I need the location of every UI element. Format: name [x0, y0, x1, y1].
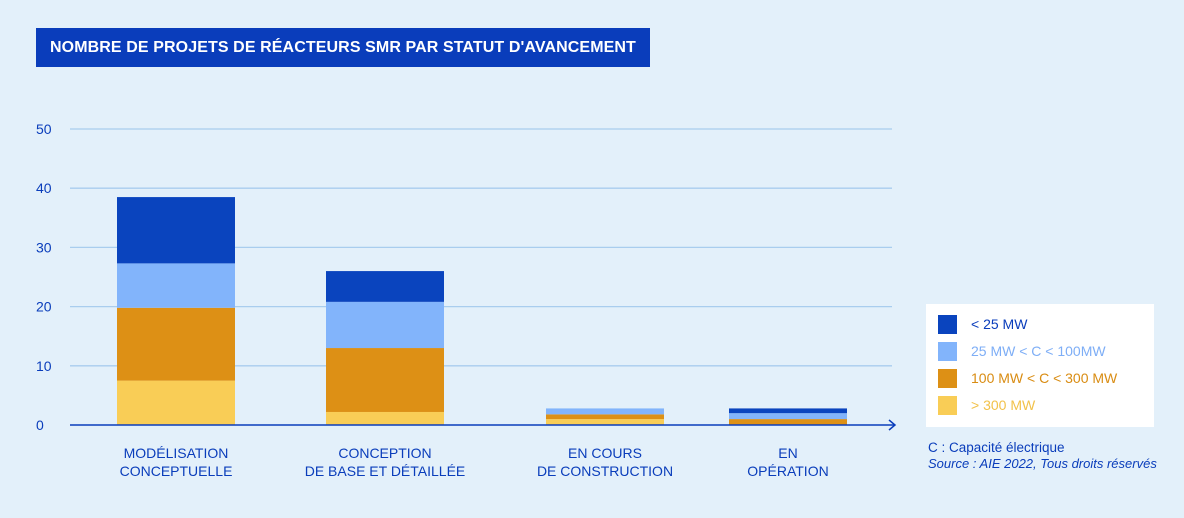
legend-item-25-100mw: 25 MW < C < 100MW	[938, 341, 1106, 361]
legend-label: < 25 MW	[971, 316, 1028, 332]
y-tick-label: 30	[36, 239, 52, 255]
x-category-label: DE CONSTRUCTION	[537, 463, 673, 479]
bar-segment	[117, 307, 235, 381]
y-tick-label: 10	[36, 358, 52, 374]
x-category-label: EN	[778, 445, 797, 461]
legend-swatch	[938, 314, 957, 334]
y-tick-label: 20	[36, 299, 52, 315]
legend-item-100-300mw: 100 MW < C < 300 MW	[938, 368, 1117, 388]
legend-swatch	[938, 341, 957, 361]
legend-swatch	[938, 395, 957, 415]
bar-segment	[326, 411, 444, 425]
bar-segment	[326, 348, 444, 412]
chart-title-banner: NOMBRE DE PROJETS DE RÉACTEURS SMR PAR S…	[36, 28, 650, 67]
x-axis-arrow	[888, 419, 897, 431]
legend-item-under-25mw: < 25 MW	[938, 314, 1027, 334]
bar-segment	[729, 419, 847, 425]
chart-title: NOMBRE DE PROJETS DE RÉACTEURS SMR PAR S…	[50, 39, 636, 56]
y-tick-label: 40	[36, 180, 52, 196]
bar-segment	[546, 408, 664, 415]
bar-segment	[729, 413, 847, 420]
x-category-label: CONCEPTION	[338, 445, 431, 461]
legend-label: > 300 MW	[971, 397, 1036, 413]
legend-label: 100 MW < C < 300 MW	[971, 370, 1118, 386]
x-category-label: CONCEPTUELLE	[120, 463, 233, 479]
bar-segment	[326, 271, 444, 302]
legend-swatch	[938, 368, 957, 388]
x-category-label: OPÉRATION	[747, 463, 828, 479]
bar-segment	[326, 301, 444, 349]
x-category-label: MODÉLISATION	[124, 445, 229, 461]
bar-segment	[546, 419, 664, 425]
x-category-label: EN COURS	[568, 445, 642, 461]
legend-item-over-300mw: > 300 MW	[938, 395, 1035, 415]
legend-label: 25 MW < C < 100MW	[971, 343, 1106, 359]
source-note: Source : AIE 2022, Tous droits réservés	[928, 456, 1157, 471]
y-tick-label: 50	[36, 121, 52, 137]
y-tick-label: 0	[36, 417, 44, 433]
x-category-label: DE BASE ET DÉTAILLÉE	[305, 463, 466, 479]
bar-segment	[729, 408, 847, 414]
bar-segment	[117, 380, 235, 425]
bar-segment	[546, 414, 664, 420]
bar-segment	[117, 263, 235, 308]
legend: < 25 MW 25 MW < C < 100MW 100 MW < C < 3…	[926, 304, 1154, 427]
capacity-footnote: C : Capacité électrique	[928, 440, 1065, 455]
bar-segment	[117, 197, 235, 264]
